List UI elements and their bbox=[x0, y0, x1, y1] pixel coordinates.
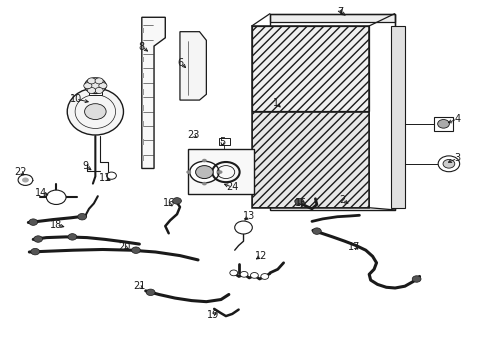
Text: 19: 19 bbox=[206, 310, 219, 320]
Circle shape bbox=[202, 182, 206, 185]
Bar bbox=[142, 42, 143, 48]
Bar bbox=[142, 57, 143, 62]
Text: 22: 22 bbox=[14, 167, 27, 177]
Circle shape bbox=[202, 159, 206, 162]
Text: 1: 1 bbox=[273, 98, 279, 108]
Bar bbox=[142, 73, 143, 78]
Bar bbox=[142, 89, 143, 95]
Text: 8: 8 bbox=[139, 42, 144, 52]
Bar bbox=[251, 112, 368, 207]
Bar bbox=[218, 138, 230, 145]
Text: 16: 16 bbox=[162, 198, 175, 208]
Bar bbox=[142, 121, 143, 127]
Polygon shape bbox=[180, 32, 206, 100]
Text: 11: 11 bbox=[99, 173, 111, 183]
Text: 5: 5 bbox=[219, 137, 225, 147]
Circle shape bbox=[442, 159, 454, 168]
Circle shape bbox=[95, 87, 103, 94]
Circle shape bbox=[186, 170, 191, 174]
Circle shape bbox=[217, 170, 222, 174]
Text: 17: 17 bbox=[347, 242, 360, 252]
Circle shape bbox=[87, 87, 96, 94]
Circle shape bbox=[229, 270, 237, 276]
Circle shape bbox=[294, 198, 303, 205]
Circle shape bbox=[437, 120, 448, 128]
Bar bbox=[433, 117, 452, 131]
Circle shape bbox=[22, 177, 29, 183]
Circle shape bbox=[437, 156, 459, 172]
Circle shape bbox=[46, 190, 66, 204]
Circle shape bbox=[195, 166, 213, 179]
Circle shape bbox=[34, 236, 42, 242]
Bar bbox=[89, 88, 102, 95]
Circle shape bbox=[83, 83, 92, 89]
Circle shape bbox=[146, 289, 155, 296]
Circle shape bbox=[84, 104, 106, 120]
Circle shape bbox=[95, 78, 103, 84]
Text: 15: 15 bbox=[294, 198, 306, 208]
Text: 3: 3 bbox=[453, 153, 459, 163]
Bar bbox=[188, 149, 254, 194]
Circle shape bbox=[411, 276, 420, 282]
Circle shape bbox=[78, 213, 86, 220]
Text: 14: 14 bbox=[35, 188, 48, 198]
Text: 6: 6 bbox=[178, 58, 183, 68]
Circle shape bbox=[240, 271, 247, 277]
Bar bbox=[142, 105, 143, 111]
Polygon shape bbox=[142, 17, 165, 168]
Circle shape bbox=[31, 248, 40, 255]
Text: 20: 20 bbox=[118, 242, 131, 252]
Circle shape bbox=[250, 273, 258, 278]
Text: 10: 10 bbox=[69, 94, 82, 104]
Circle shape bbox=[234, 221, 252, 234]
Circle shape bbox=[131, 247, 140, 253]
Circle shape bbox=[99, 83, 107, 89]
Circle shape bbox=[189, 161, 219, 183]
Circle shape bbox=[260, 274, 268, 279]
Bar bbox=[142, 28, 143, 33]
Ellipse shape bbox=[67, 88, 123, 135]
Text: 21: 21 bbox=[133, 281, 145, 291]
Bar bbox=[390, 26, 404, 208]
Text: 12: 12 bbox=[255, 251, 267, 261]
Text: 18: 18 bbox=[50, 220, 62, 230]
Text: 9: 9 bbox=[82, 161, 88, 171]
Bar bbox=[251, 26, 368, 111]
Text: 24: 24 bbox=[225, 182, 238, 192]
Bar bbox=[142, 139, 143, 145]
Text: 4: 4 bbox=[453, 114, 459, 124]
Text: 7: 7 bbox=[336, 6, 342, 17]
Circle shape bbox=[87, 78, 96, 84]
Text: 23: 23 bbox=[186, 130, 199, 140]
Circle shape bbox=[106, 172, 116, 179]
Bar bbox=[269, 14, 394, 22]
Circle shape bbox=[172, 198, 181, 204]
Bar bbox=[251, 26, 368, 208]
Circle shape bbox=[18, 175, 33, 185]
Circle shape bbox=[84, 78, 106, 94]
Bar bbox=[142, 156, 143, 161]
Bar bbox=[269, 14, 394, 210]
Circle shape bbox=[29, 219, 38, 225]
Text: 13: 13 bbox=[243, 211, 255, 221]
Circle shape bbox=[68, 234, 77, 240]
Text: 2: 2 bbox=[339, 195, 345, 205]
Circle shape bbox=[312, 228, 321, 234]
